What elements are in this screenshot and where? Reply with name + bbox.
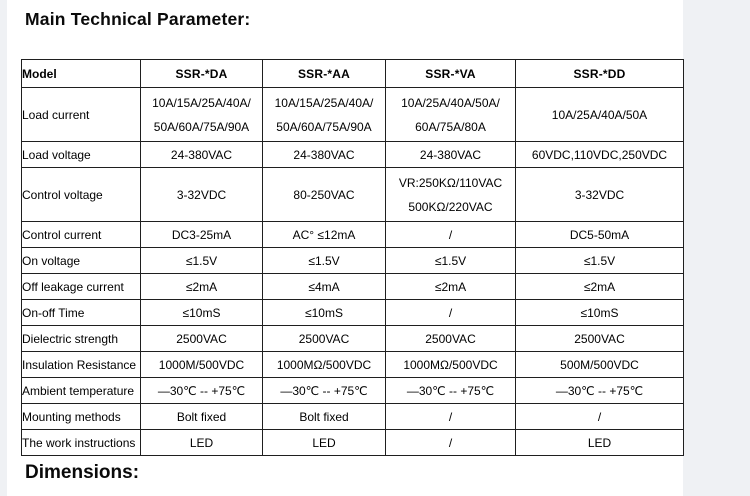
header-ssr-aa: SSR-*AA xyxy=(262,59,386,88)
cell-value: 2500VAC xyxy=(385,325,516,352)
cell-value: VR:250KΩ/110VAC 500KΩ/220VAC xyxy=(385,167,516,222)
cell-value: —30℃ -- +75℃ xyxy=(515,377,684,404)
cell-value: ≤1.5V xyxy=(140,247,263,274)
cell-value: ≤10mS xyxy=(515,299,684,326)
row-label: Control current xyxy=(21,221,141,248)
row-label: On-off Time xyxy=(21,299,141,326)
cell-value: ≤10mS xyxy=(262,299,386,326)
row-label: On voltage xyxy=(21,247,141,274)
table-row-mounting-methods: Mounting methods Bolt fixed Bolt fixed /… xyxy=(21,403,684,430)
cell-value: 1000M/500VDC xyxy=(140,351,263,378)
cell-value: 3-32VDC xyxy=(140,167,263,222)
section-title-dimensions: Dimensions: xyxy=(25,462,140,483)
cell-value: / xyxy=(385,221,516,248)
table-row-on-voltage: On voltage ≤1.5V ≤1.5V ≤1.5V ≤1.5V xyxy=(21,247,684,274)
table-row-off-leakage-current: Off leakage current ≤2mA ≤4mA ≤2mA ≤2mA xyxy=(21,273,684,300)
cell-value: 2500VAC xyxy=(262,325,386,352)
cell-value: DC3-25mA xyxy=(140,221,263,248)
table-row-on-off-time: On-off Time ≤10mS ≤10mS / ≤10mS xyxy=(21,299,684,326)
cell-value: —30℃ -- +75℃ xyxy=(262,377,386,404)
table-row-ambient-temperature: Ambient temperature —30℃ -- +75℃ —30℃ --… xyxy=(21,377,684,404)
cell-value: 24-380VAC xyxy=(385,141,516,168)
section-title-main-technical-parameter: Main Technical Parameter: xyxy=(25,9,251,29)
cell-value: 60VDC,110VDC,250VDC xyxy=(515,141,684,168)
cell-value: Bolt fixed xyxy=(140,403,263,430)
row-label: Dielectric strength xyxy=(21,325,141,352)
cell-value: LED xyxy=(140,429,263,456)
cell-value: 10A/25A/40A/50A xyxy=(515,87,684,142)
cell-value: ≤2mA xyxy=(140,273,263,300)
content-panel: Main Technical Parameter: Model SSR-*DA … xyxy=(7,0,684,496)
header-ssr-da: SSR-*DA xyxy=(140,59,263,88)
cell-value: 3-32VDC xyxy=(515,167,684,222)
cell-value: 10A/15A/25A/40A/ 50A/60A/75A/90A xyxy=(262,87,386,142)
cell-value: ≤1.5V xyxy=(262,247,386,274)
cell-value: 500M/500VDC xyxy=(515,351,684,378)
cell-value: 24-380VAC xyxy=(140,141,263,168)
row-label: Ambient temperature xyxy=(21,377,141,404)
cell-value: —30℃ -- +75℃ xyxy=(140,377,263,404)
row-label: Load voltage xyxy=(21,141,141,168)
table-row-load-voltage: Load voltage 24-380VAC 24-380VAC 24-380V… xyxy=(21,141,684,168)
cell-value: 24-380VAC xyxy=(262,141,386,168)
row-label: Off leakage current xyxy=(21,273,141,300)
cell-value: / xyxy=(385,429,516,456)
cell-value: 2500VAC xyxy=(140,325,263,352)
header-ssr-va: SSR-*VA xyxy=(385,59,516,88)
cell-value: DC5-50mA xyxy=(515,221,684,248)
cell-value: ≤2mA xyxy=(515,273,684,300)
table-row-work-instructions: The work instructions LED LED / LED xyxy=(21,429,684,456)
cell-value: ≤1.5V xyxy=(515,247,684,274)
table-row-control-current: Control current DC3-25mA AC° ≤12mA / DC5… xyxy=(21,221,684,248)
cell-value: ≤4mA xyxy=(262,273,386,300)
cell-value: LED xyxy=(262,429,386,456)
cell-value: 1000MΩ/500VDC xyxy=(385,351,516,378)
table-row-control-voltage: Control voltage 3-32VDC 80-250VAC VR:250… xyxy=(21,167,684,222)
cell-value: LED xyxy=(515,429,684,456)
table-row-insulation-resistance: Insulation Resistance 1000M/500VDC 1000M… xyxy=(21,351,684,378)
cell-value: ≤10mS xyxy=(140,299,263,326)
cell-value: 2500VAC xyxy=(515,325,684,352)
row-label: The work instructions xyxy=(21,429,141,456)
cell-value: 1000MΩ/500VDC xyxy=(262,351,386,378)
cell-value: 10A/25A/40A/50A/ 60A/75A/80A xyxy=(385,87,516,142)
row-label: Control voltage xyxy=(21,167,141,222)
table-header-row: Model SSR-*DA SSR-*AA SSR-*VA SSR-*DD xyxy=(21,59,684,88)
header-ssr-dd: SSR-*DD xyxy=(515,59,684,88)
row-label: Insulation Resistance xyxy=(21,351,141,378)
cell-value: —30℃ -- +75℃ xyxy=(385,377,516,404)
cell-value: / xyxy=(385,403,516,430)
cell-value: / xyxy=(515,403,684,430)
row-label: Mounting methods xyxy=(21,403,141,430)
cell-value: Bolt fixed xyxy=(262,403,386,430)
row-label: Load current xyxy=(21,87,141,142)
cell-value: 10A/15A/25A/40A/ 50A/60A/75A/90A xyxy=(140,87,263,142)
table-row-dielectric-strength: Dielectric strength 2500VAC 2500VAC 2500… xyxy=(21,325,684,352)
cell-value: ≤2mA xyxy=(385,273,516,300)
technical-parameter-table: Model SSR-*DA SSR-*AA SSR-*VA SSR-*DD Lo… xyxy=(21,59,684,456)
cell-value: 80-250VAC xyxy=(262,167,386,222)
cell-value: ≤1.5V xyxy=(385,247,516,274)
header-model: Model xyxy=(21,59,141,88)
cell-value: / xyxy=(385,299,516,326)
cell-value: AC° ≤12mA xyxy=(262,221,386,248)
table-row-load-current: Load current 10A/15A/25A/40A/ 50A/60A/75… xyxy=(21,87,684,142)
